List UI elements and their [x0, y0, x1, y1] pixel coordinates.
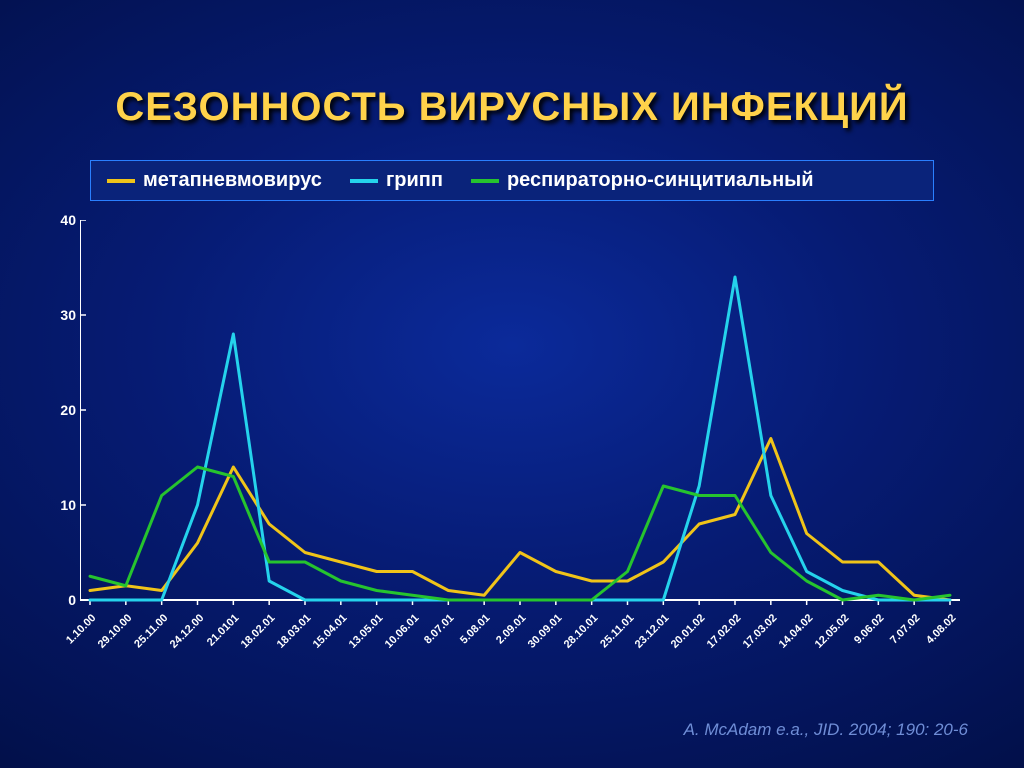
legend-label: метапневмовирус [143, 169, 322, 192]
x-tick-label: 2.09.01 [494, 612, 528, 646]
x-tick-label: 30.09.01 [526, 612, 565, 651]
chart-area: 010203040 1.10.0029.10.0025.11.0024.12.0… [80, 220, 960, 640]
legend-label: респираторно-синцитиальный [507, 169, 814, 192]
x-tick-label: 9.06.02 [852, 612, 886, 646]
x-tick-label: 7.07.02 [888, 612, 922, 646]
x-tick-label: 21.0101 [205, 612, 242, 649]
x-tick-label: 17.03.02 [741, 612, 780, 651]
x-tick-label: 15.04.01 [311, 612, 350, 651]
x-tick-label: 10.06.01 [382, 612, 421, 651]
x-tick-label: 17.02.02 [705, 612, 744, 651]
y-tick-label: 30 [60, 307, 76, 323]
legend-swatch-icon [471, 179, 499, 183]
x-tick-label: 25.11.01 [598, 612, 636, 650]
x-tick-label: 4.08.02 [924, 612, 958, 646]
x-tick-label: 5.08.01 [458, 612, 492, 646]
x-tick-label: 18.03.01 [275, 612, 314, 651]
legend-label: грипп [386, 169, 443, 192]
y-axis-labels: 010203040 [46, 220, 76, 600]
y-tick-label: 10 [60, 497, 76, 513]
x-tick-label: 28.10.01 [561, 612, 600, 651]
x-tick-label: 14.04.02 [776, 612, 815, 651]
chart-plot [80, 220, 960, 606]
x-tick-label: 25.11.00 [132, 612, 170, 650]
y-tick-label: 40 [60, 212, 76, 228]
x-tick-label: 1.10.00 [64, 612, 98, 646]
legend-item-flu: грипп [350, 169, 443, 192]
x-tick-label: 29.10.00 [96, 612, 135, 651]
legend-swatch-icon [107, 179, 135, 183]
citation: A. McAdam e.a., JID. 2004; 190: 20-6 [684, 720, 968, 740]
x-tick-label: 13.05.01 [346, 612, 385, 651]
x-tick-label: 24.12.00 [167, 612, 206, 651]
legend-item-metapneumo: метапневмовирус [107, 169, 322, 192]
x-tick-label: 23.12.01 [633, 612, 672, 651]
legend-item-rsv: респираторно-синцитиальный [471, 169, 814, 192]
y-tick-label: 20 [60, 402, 76, 418]
series-line-metapneumo [90, 439, 950, 601]
slide-title: СЕЗОННОСТЬ ВИРУСНЫХ ИНФЕКЦИЙ [0, 85, 1024, 130]
x-tick-label: 12.05.02 [812, 612, 851, 651]
chart-legend: метапневмовирус грипп респираторно-синцити… [90, 160, 934, 201]
y-tick-label: 0 [68, 592, 76, 608]
legend-swatch-icon [350, 179, 378, 183]
x-axis-labels: 1.10.0029.10.0025.11.0024.12.0021.010118… [80, 604, 960, 664]
x-tick-label: 18.02.01 [239, 612, 278, 651]
x-tick-label: 8.07.01 [422, 612, 456, 646]
x-tick-label: 20.01.02 [669, 612, 708, 651]
